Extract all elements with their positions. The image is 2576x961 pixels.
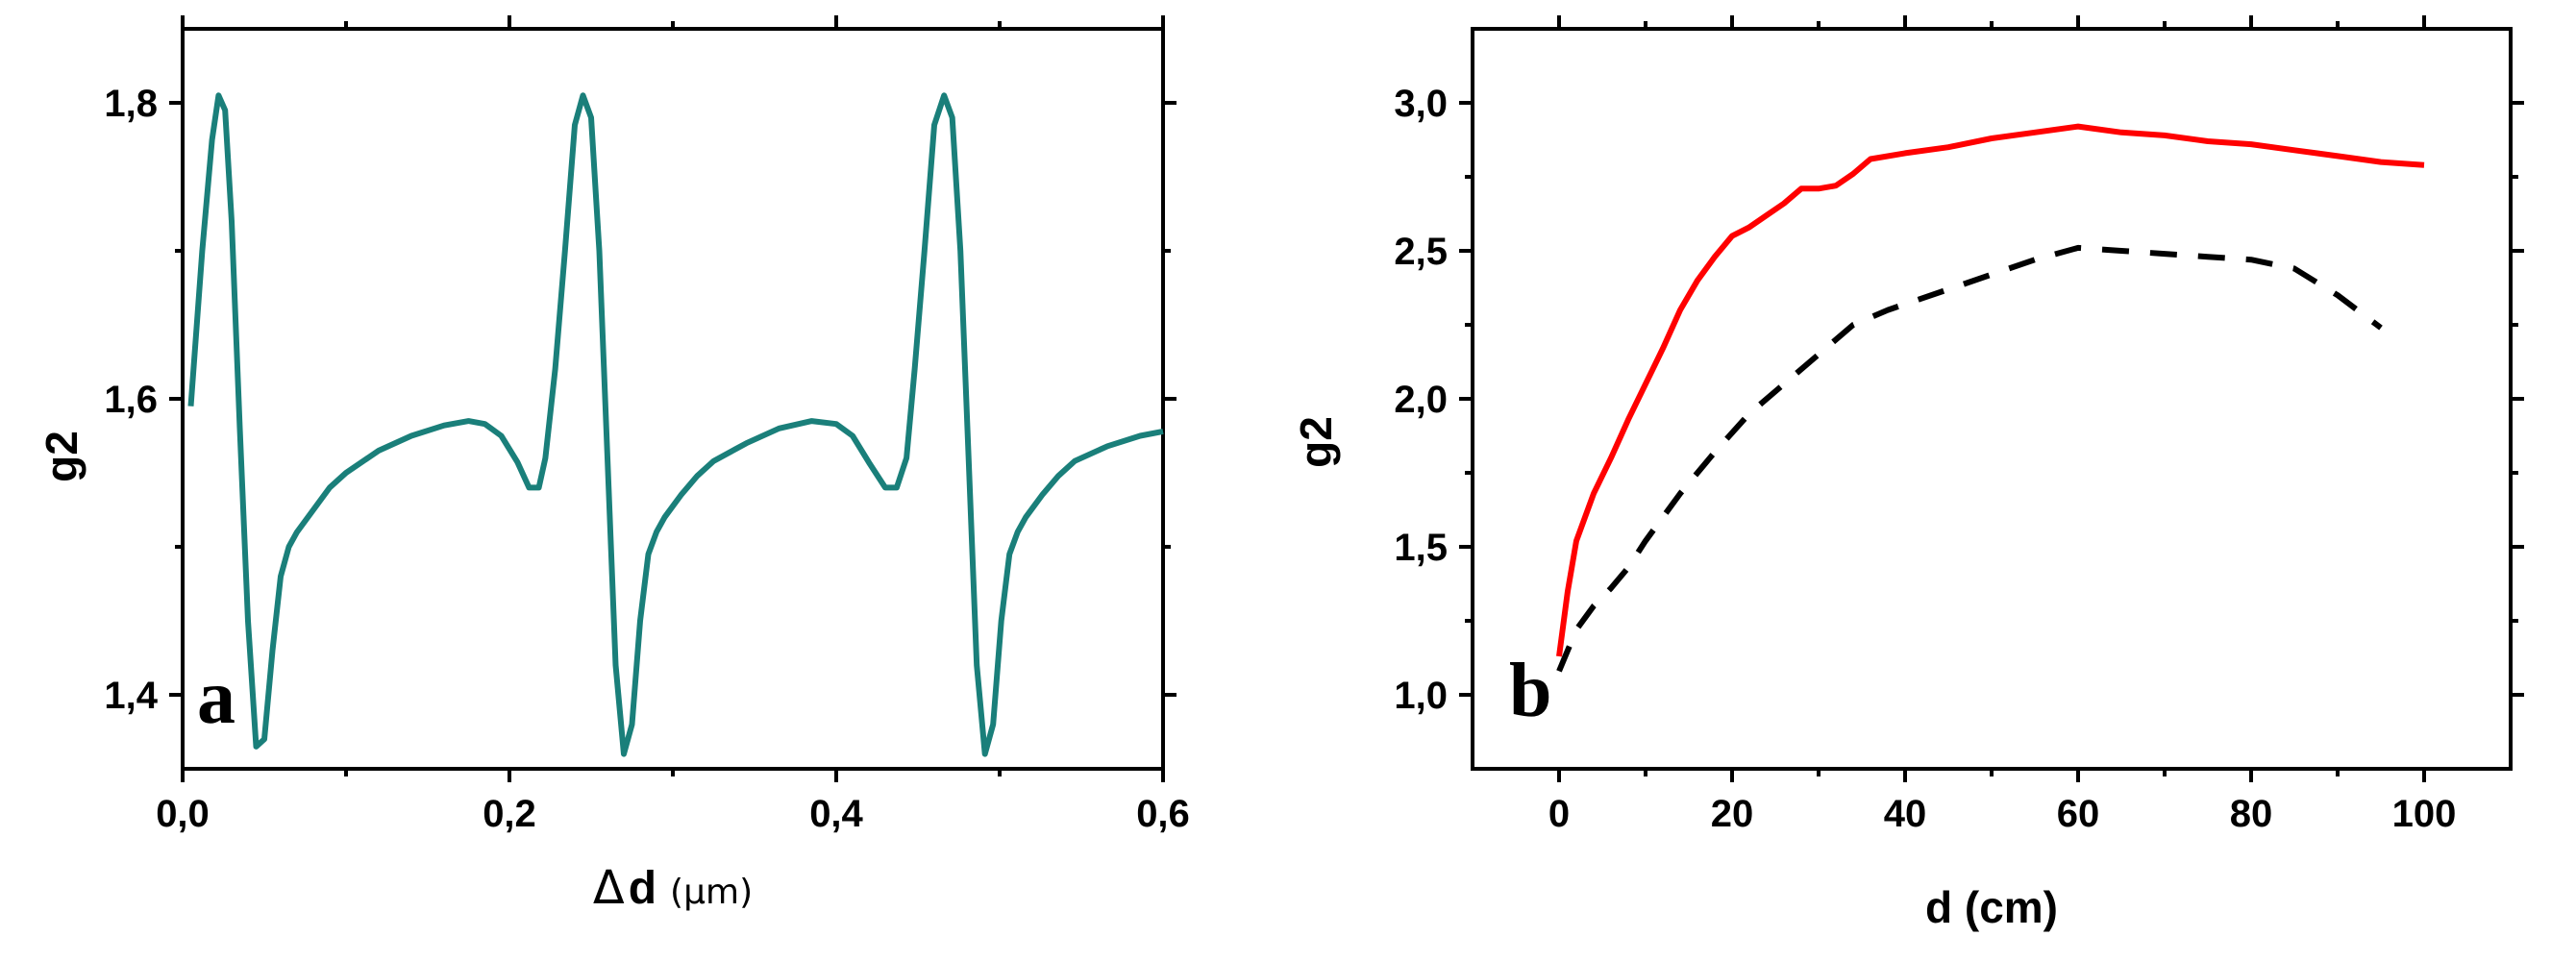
x-tick-label: 40 — [1884, 793, 1927, 835]
y-tick-label: 2,0 — [1394, 379, 1448, 421]
y-tick-label: 1,5 — [1394, 527, 1448, 569]
y-tick-label: 1,0 — [1394, 675, 1448, 717]
plot-frame-a — [181, 27, 1165, 771]
y-axis-title-a: g2 — [37, 431, 87, 482]
panel-label-b: b — [1509, 649, 1552, 733]
panel-label-a: a — [197, 655, 235, 740]
x-tick-label: 80 — [2230, 793, 2273, 835]
x-tick-label: 60 — [2057, 793, 2100, 835]
x-axis-title-a-unit: (μm) — [670, 873, 753, 912]
series-line-b-solid — [1556, 123, 2425, 657]
x-axis-title-a-var: d — [629, 863, 656, 914]
panel-a: 0,0 0,2 0,4 0,6 1,4 1,6 1,8 a g2 Δ d (μm) — [37, 15, 1190, 915]
y-tick-label: 1,4 — [104, 675, 158, 717]
y-tick-label: 2,5 — [1394, 231, 1448, 273]
x-tick-label: 0,2 — [483, 793, 536, 835]
x-tick-label: 20 — [1711, 793, 1754, 835]
series-line-a — [187, 92, 1164, 757]
y-tick-label: 1,8 — [104, 83, 158, 125]
panel-b: 0 20 40 60 80 100 1,0 1,5 2,0 2,5 3,0 b g2 d (cm) — [1291, 15, 2524, 932]
ticks-b — [1459, 15, 2524, 782]
x-tick-label: 0 — [1548, 793, 1570, 835]
x-tick-label: 0,6 — [1136, 793, 1190, 835]
x-axis-title-b: d (cm) — [1925, 882, 2058, 932]
y-tick-label: 3,0 — [1394, 83, 1448, 125]
tick-labels-a: 0,0 0,2 0,4 0,6 1,4 1,6 1,8 — [104, 83, 1189, 835]
x-tick-label: 0,0 — [156, 793, 210, 835]
x-tick-label: 0,4 — [809, 793, 863, 835]
x-tick-label: 100 — [2392, 793, 2457, 835]
ticks-a — [169, 15, 1177, 782]
series-line-b-dashed — [1556, 244, 2383, 673]
x-axis-title-a-symbol: Δ — [593, 861, 625, 915]
y-axis-title-b: g2 — [1291, 416, 1341, 468]
y-tick-label: 1,6 — [104, 379, 158, 421]
tick-labels-b: 0 20 40 60 80 100 1,0 1,5 2,0 2,5 3,0 — [1394, 83, 2456, 835]
x-axis-title-a: Δ d (μm) — [593, 861, 753, 915]
